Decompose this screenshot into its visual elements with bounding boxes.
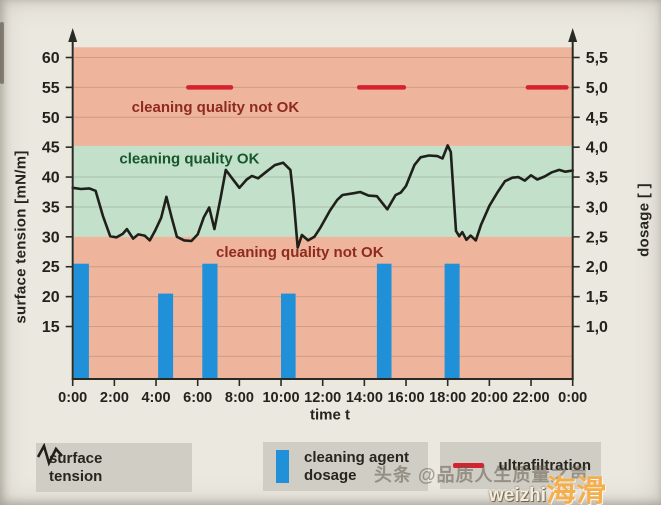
dosage-bar-icon [276, 450, 289, 483]
zone-label: cleaning quality OK [119, 150, 259, 167]
legend-ultrafiltration: ultrafiltration [440, 442, 601, 489]
x-tick-label: 16:00 [387, 390, 424, 406]
x-tick-label: 6:00 [183, 390, 212, 406]
y-right-tick-label: 1,0 [586, 319, 608, 336]
y-left-tick-label: 30 [42, 229, 60, 246]
dosage-bar [281, 293, 296, 379]
scan-edge-artifact [0, 22, 4, 84]
y-axis-title-right: dosage [ ] [635, 183, 653, 257]
legend-label: surface tension [49, 449, 103, 485]
y-axis-left-arrow [68, 28, 78, 42]
dosage-bar [444, 263, 460, 379]
y-right-tick-label: 2,0 [586, 259, 608, 276]
dosage-bar [158, 293, 174, 379]
y-right-tick-label: 3,5 [586, 170, 608, 187]
zone-label: cleaning quality not OK [132, 99, 300, 116]
legend-surface-tension: surface tension [36, 443, 192, 492]
y-left-tick-label: 15 [42, 319, 60, 336]
y-left-tick-label: 35 [42, 199, 60, 216]
y-left-tick-label: 50 [42, 110, 60, 127]
x-axis-title: time t [309, 406, 351, 424]
ultrafiltration-line-icon [453, 463, 484, 468]
zone-upper-not-ok [74, 47, 573, 146]
y-right-tick-label: 5,5 [586, 50, 608, 67]
y-right-tick-label: 4,0 [586, 140, 608, 157]
x-tick-label: 18:00 [429, 390, 466, 406]
y-left-tick-label: 55 [42, 80, 60, 97]
y-right-tick-label: 5,0 [586, 80, 608, 97]
watermark-toutiao: 头条 @品质人生质量之声 [374, 465, 589, 485]
y-left-tick-label: 25 [42, 259, 60, 276]
watermark-overlay: weizhi海滑 [489, 475, 607, 505]
x-tick-label: 8:00 [225, 390, 254, 406]
surface-tension-line [71, 144, 575, 249]
legend-label: ultrafiltration [498, 456, 592, 474]
y-axis-title-left: surface tension [mN/m] [12, 150, 30, 324]
y-left-tick-label: 45 [42, 140, 60, 157]
x-tick-label: 2:00 [100, 390, 129, 406]
y-right-tick-label: 1,5 [586, 289, 608, 306]
zone-lower-not-ok [74, 236, 573, 380]
x-tick-label: 12:00 [304, 390, 341, 406]
zone-label: cleaning quality not OK [216, 244, 384, 261]
y-left-tick-label: 40 [42, 170, 60, 187]
y-right-tick-label: 4,5 [586, 110, 608, 127]
y-left-tick-label: 20 [42, 289, 60, 306]
dosage-bar [376, 263, 392, 379]
x-tick-label: 0:00 [58, 390, 87, 406]
zigzag-line-icon [36, 443, 63, 467]
legend-label: cleaning agent dosage [304, 448, 410, 484]
x-tick-label: 14:00 [346, 390, 383, 406]
x-tick-label: 22:00 [512, 390, 549, 406]
dosage-bar [202, 263, 218, 379]
x-tick-label: 10:00 [262, 390, 299, 406]
y-left-tick-label: 60 [42, 50, 60, 67]
y-right-tick-label: 3,0 [586, 199, 608, 216]
dosage-bar [73, 263, 89, 379]
x-tick-label: 20:00 [471, 390, 508, 406]
legend-cleaning-agent-dosage: cleaning agent dosage [263, 442, 428, 491]
x-tick-label: 4:00 [141, 390, 170, 406]
y-right-tick-label: 2,5 [586, 229, 608, 246]
x-tick-label: 0:00 [558, 390, 587, 406]
y-axis-right-arrow [568, 28, 578, 42]
